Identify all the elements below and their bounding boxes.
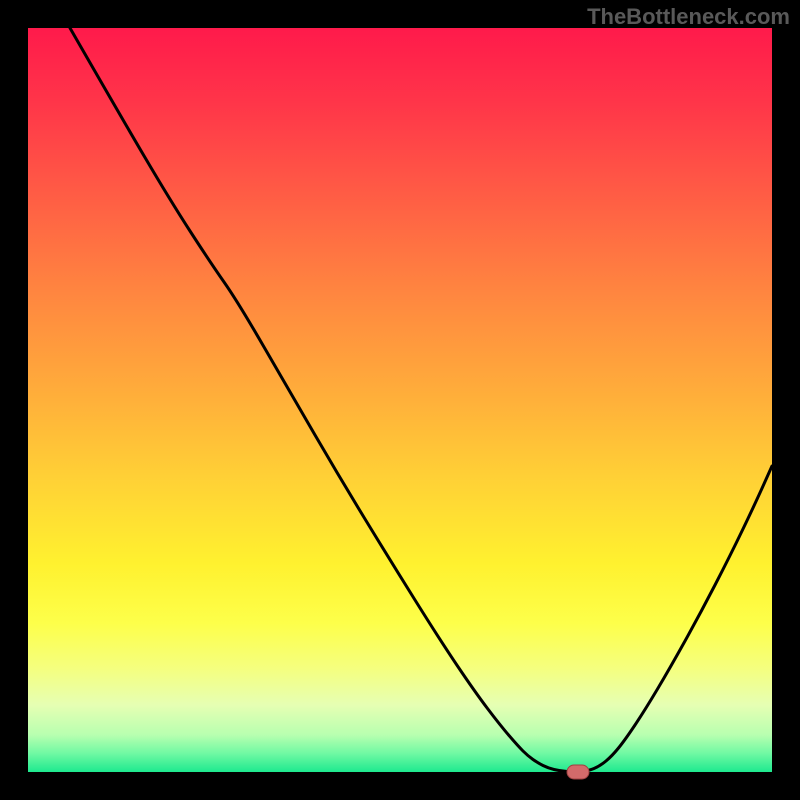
chart-container: TheBottleneck.com xyxy=(0,0,800,800)
plot-area xyxy=(28,28,772,772)
bottleneck-chart xyxy=(0,0,800,800)
watermark-text: TheBottleneck.com xyxy=(587,4,790,30)
optimal-marker xyxy=(567,765,589,779)
